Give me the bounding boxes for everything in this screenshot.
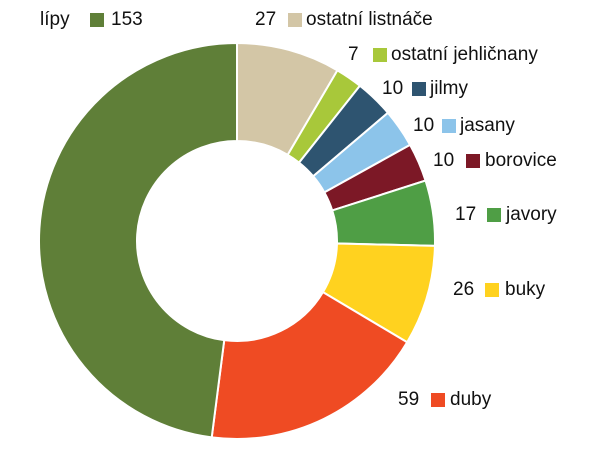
legend-swatch xyxy=(90,13,104,27)
category-label: buky xyxy=(505,279,546,300)
value-label: 153 xyxy=(111,9,143,30)
value-label: 10 xyxy=(382,78,403,99)
value-label: 17 xyxy=(455,204,476,225)
donut-segment xyxy=(38,41,238,439)
category-label: borovice xyxy=(485,150,557,171)
legend-swatch xyxy=(487,208,501,222)
legend-swatch xyxy=(288,13,302,27)
value-label: 27 xyxy=(255,9,276,30)
category-label: duby xyxy=(450,389,492,410)
category-label: javory xyxy=(505,204,557,225)
value-label: 59 xyxy=(398,389,419,410)
category-label: lípy xyxy=(40,9,70,30)
legend-swatch xyxy=(431,393,445,407)
value-label: 7 xyxy=(348,44,359,65)
legend-swatch xyxy=(485,283,499,297)
category-label: jilmy xyxy=(429,78,468,99)
value-label: 10 xyxy=(413,115,434,136)
category-label: jasany xyxy=(459,115,515,136)
category-label: ostatní jehličnany xyxy=(391,44,538,65)
legend-swatch xyxy=(373,48,387,62)
legend-swatch xyxy=(412,82,426,96)
value-label: 10 xyxy=(433,150,454,171)
category-label: ostatní listnáče xyxy=(306,9,433,30)
legend-swatch xyxy=(442,119,456,133)
value-label: 26 xyxy=(453,279,474,300)
legend-swatch xyxy=(466,154,480,168)
donut-segment xyxy=(210,290,409,440)
